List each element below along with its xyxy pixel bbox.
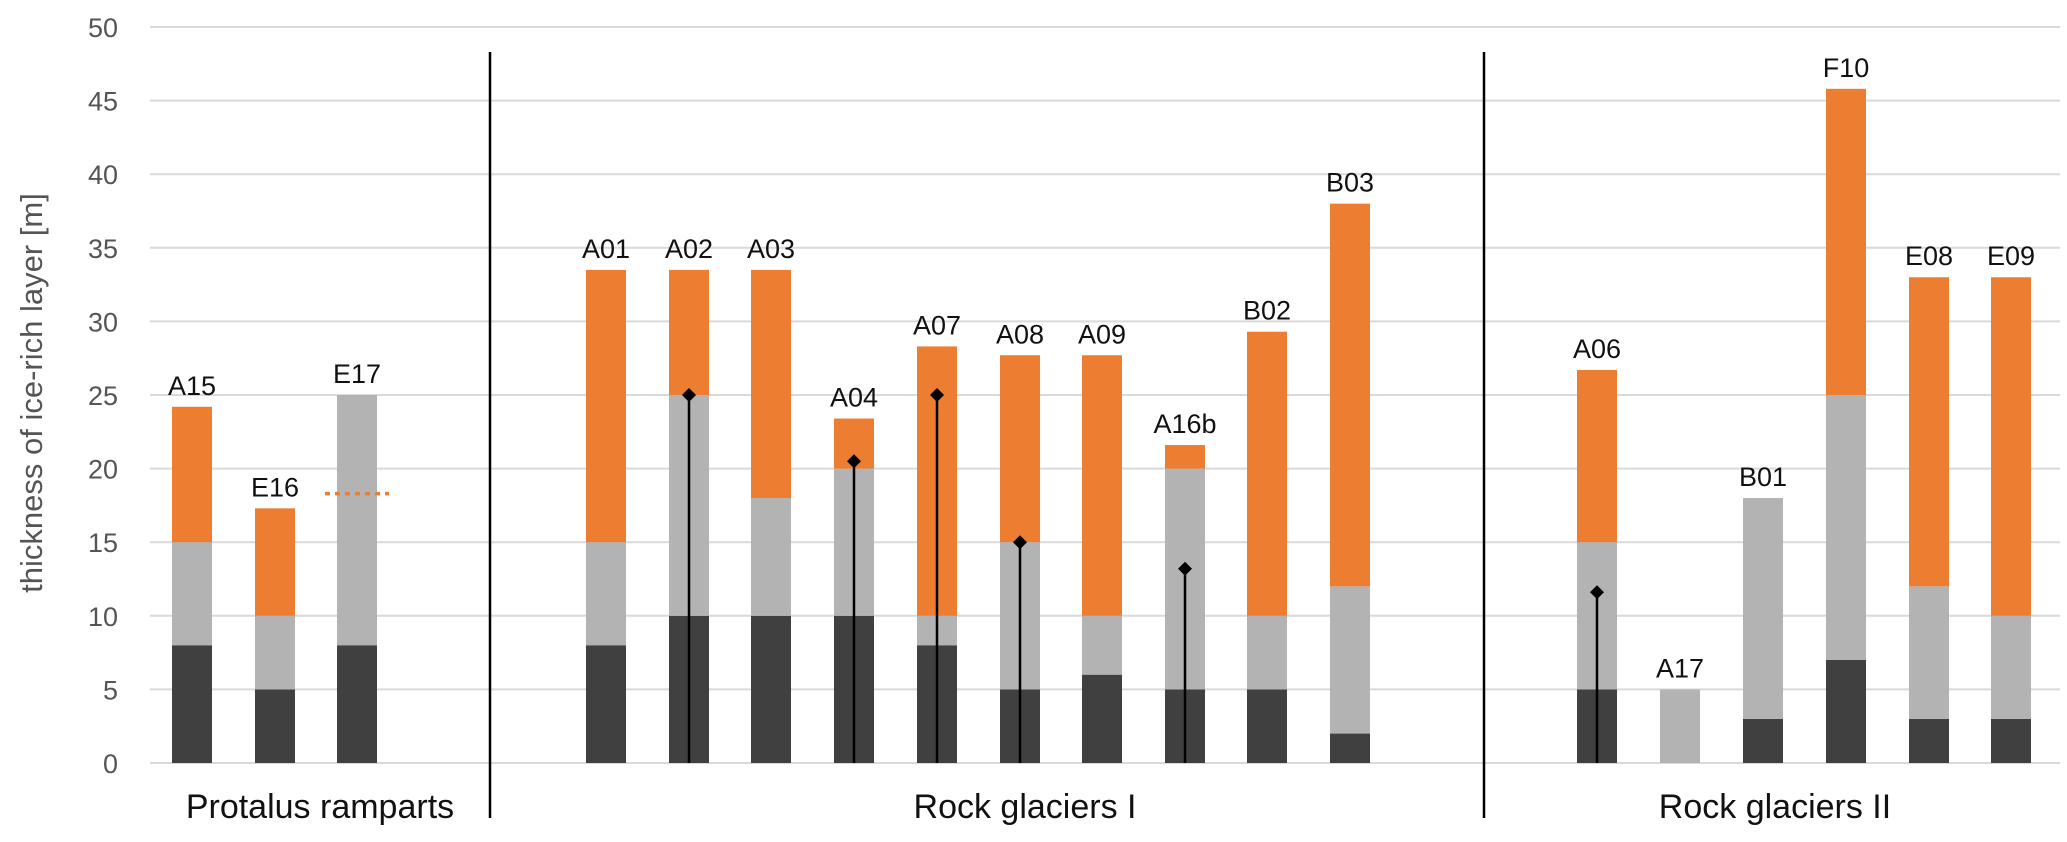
bar-label: F10 <box>1823 53 1870 83</box>
bar-label: B01 <box>1739 462 1787 492</box>
group-dividers <box>488 52 1486 818</box>
bar-label: E17 <box>333 359 381 389</box>
orange-segment <box>751 269 791 499</box>
orange-segment <box>255 508 295 616</box>
bar-label: A03 <box>747 234 795 264</box>
bar-label: A07 <box>913 310 961 340</box>
group-label: Rock glaciers I <box>914 788 1137 826</box>
grey-segment <box>1247 615 1287 690</box>
bar-label: A15 <box>168 371 216 401</box>
grey-segment <box>1826 395 1866 660</box>
grey-segment <box>1082 615 1122 675</box>
grey-segment <box>255 615 295 690</box>
grey-segment <box>751 498 791 616</box>
y-tick-label: 20 <box>88 455 118 485</box>
bar-label: E16 <box>251 472 299 502</box>
bar-label: B03 <box>1326 168 1374 198</box>
orange-segment <box>1330 203 1370 587</box>
orange-segment <box>586 269 626 543</box>
dark-segment <box>1082 674 1122 763</box>
grey-segment <box>1330 586 1370 734</box>
bar-label: A04 <box>830 383 878 413</box>
orange-segment <box>1909 277 1949 587</box>
orange-segment <box>172 406 212 543</box>
bar-label: A17 <box>1656 653 1704 683</box>
orange-segment <box>1082 355 1122 616</box>
y-tick-label: 5 <box>103 675 118 705</box>
bar-label: A02 <box>665 234 713 264</box>
orange-segment <box>1577 369 1617 543</box>
dark-segment <box>255 689 295 763</box>
grey-segment <box>1991 615 2031 719</box>
y-tick-label: 35 <box>88 234 118 264</box>
grey-segment <box>1743 498 1783 719</box>
y-tick-label: 0 <box>103 749 118 779</box>
grey-segment <box>172 542 212 646</box>
y-tick-label: 25 <box>88 381 118 411</box>
orange-segment <box>1000 355 1040 543</box>
dark-segment <box>1247 689 1287 763</box>
dark-segment <box>586 645 626 763</box>
group-label: Protalus ramparts <box>186 788 454 826</box>
bars <box>172 88 2031 763</box>
bar-label: B02 <box>1243 296 1291 326</box>
bar-label: A09 <box>1078 319 1126 349</box>
y-tick-label: 40 <box>88 160 118 190</box>
diamond-marker <box>930 388 944 402</box>
y-tick-label: 15 <box>88 528 118 558</box>
grey-segment <box>1909 586 1949 719</box>
dark-segment <box>751 615 791 763</box>
markers <box>682 388 1604 763</box>
bar-label: A06 <box>1573 334 1621 364</box>
y-tick-label: 30 <box>88 307 118 337</box>
dark-segment <box>1743 718 1783 763</box>
grey-segment <box>586 542 626 646</box>
diamond-marker <box>682 388 696 402</box>
dark-segment <box>1330 733 1370 763</box>
dark-segment <box>337 645 377 763</box>
diamond-marker <box>847 454 861 469</box>
bar-label: E08 <box>1905 241 1953 271</box>
y-tick-label: 45 <box>88 87 118 117</box>
bar-label: E09 <box>1987 241 2035 271</box>
orange-segment <box>1247 331 1287 616</box>
orange-segment <box>1165 445 1205 469</box>
grey-segment <box>1660 689 1700 763</box>
bar-label: A08 <box>996 319 1044 349</box>
bar-label: A01 <box>582 234 630 264</box>
grey-segment <box>337 395 377 646</box>
orange-segment <box>1826 88 1866 395</box>
bar-labels: A15 E16 E17 A01 A02 A03 A04 A07 A08 A09 A16b B02 B03… <box>168 53 2035 684</box>
y-axis-ticks: 0 5 10 15 20 25 30 35 40 45 50 <box>88 13 118 779</box>
dark-segment <box>1826 659 1866 763</box>
orange-segment <box>1991 277 2031 616</box>
diamond-marker <box>1013 535 1027 550</box>
dark-segment <box>172 645 212 763</box>
group-labels: Protalus ramparts Rock glaciers I Rock gla… <box>186 788 1891 826</box>
y-tick-label: 10 <box>88 602 118 632</box>
bar-label: A16b <box>1153 409 1216 439</box>
dark-segment <box>1909 718 1949 763</box>
orange-segment <box>669 269 709 395</box>
group-label: Rock glaciers II <box>1659 788 1891 826</box>
diamond-marker <box>1590 585 1604 600</box>
diamond-marker <box>1178 561 1192 576</box>
dark-segment <box>1991 718 2031 763</box>
y-tick-label: 50 <box>88 13 118 43</box>
y-axis-title: thickness of ice-rich layer [m] <box>14 193 49 593</box>
